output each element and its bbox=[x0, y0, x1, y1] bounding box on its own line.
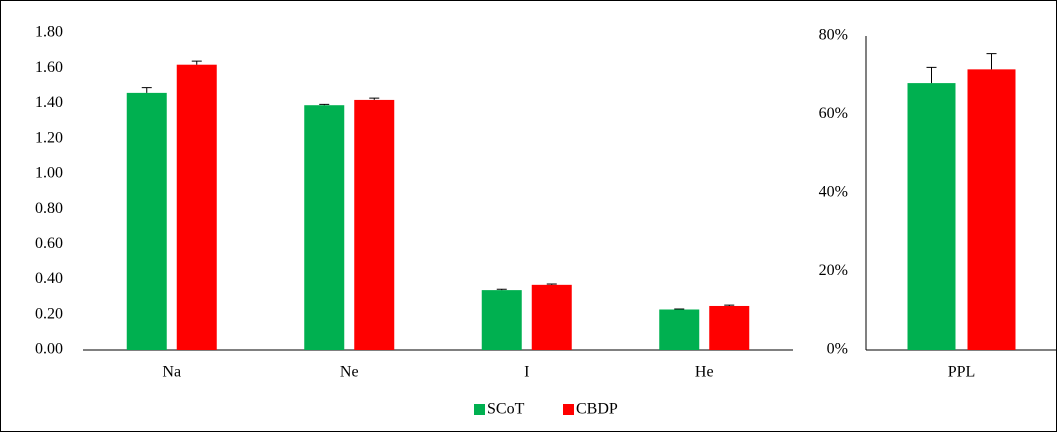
legend-label: CBDP bbox=[576, 401, 618, 418]
y-tick-label: 1.00 bbox=[35, 165, 63, 182]
y-tick-label: 0% bbox=[827, 341, 848, 358]
error-bar bbox=[986, 53, 997, 70]
y-tick-label: 1.20 bbox=[35, 129, 63, 146]
y-tick-label: 0.60 bbox=[35, 235, 63, 252]
x-tick-label: PPL bbox=[948, 364, 976, 381]
error-bar bbox=[319, 103, 330, 106]
error-bar bbox=[369, 97, 380, 100]
y-tick-label: 0.20 bbox=[35, 305, 63, 322]
bar bbox=[176, 64, 217, 350]
bar bbox=[709, 305, 750, 350]
y-tick-label: 1.60 bbox=[35, 59, 63, 76]
legend-swatch bbox=[563, 404, 574, 415]
x-tick-label: Ne bbox=[340, 364, 359, 381]
y-tick-label: 1.80 bbox=[35, 24, 63, 41]
error-bar bbox=[724, 304, 735, 306]
x-tick-label: Na bbox=[162, 364, 181, 381]
bar bbox=[659, 309, 700, 350]
error-bar bbox=[546, 283, 557, 285]
y-tick-label: 1.40 bbox=[35, 94, 63, 111]
legend-swatch bbox=[474, 404, 485, 415]
bar bbox=[481, 290, 522, 350]
error-bar bbox=[926, 66, 937, 84]
y-tick-label: 0.80 bbox=[35, 200, 63, 217]
y-tick-label: 0.00 bbox=[35, 341, 63, 358]
bar bbox=[907, 83, 956, 350]
y-tick-label: 20% bbox=[819, 262, 848, 279]
x-tick-label: He bbox=[695, 364, 714, 381]
error-bar bbox=[141, 87, 152, 93]
bar bbox=[354, 99, 395, 350]
bar bbox=[531, 284, 572, 350]
legend-label: SCoT bbox=[487, 401, 525, 418]
bar bbox=[967, 69, 1016, 351]
x-tick-label: I bbox=[524, 364, 529, 381]
error-bar bbox=[496, 288, 507, 291]
y-tick-label: 40% bbox=[819, 184, 848, 201]
error-bar bbox=[191, 60, 202, 65]
bar bbox=[126, 92, 167, 350]
error-bar bbox=[674, 308, 685, 310]
y-tick-label: 60% bbox=[819, 105, 848, 122]
y-tick-label: 0.40 bbox=[35, 270, 63, 287]
bar bbox=[304, 105, 345, 350]
y-tick-label: 80% bbox=[819, 27, 848, 44]
